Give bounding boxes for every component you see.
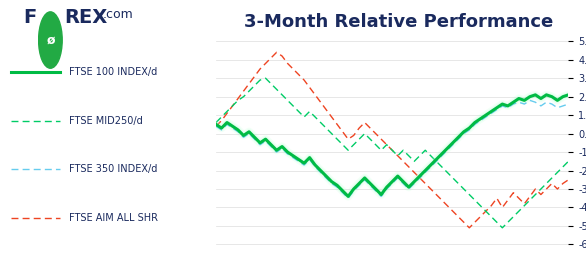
Text: F: F [23, 8, 37, 27]
Text: FTSE AIM ALL SHR: FTSE AIM ALL SHR [69, 213, 158, 223]
Text: ø: ø [46, 34, 54, 46]
Text: .com: .com [103, 8, 133, 21]
Text: FTSE 100 INDEX/d: FTSE 100 INDEX/d [69, 67, 158, 77]
Text: 3-Month Relative Performance: 3-Month Relative Performance [244, 13, 553, 31]
Text: FTSE 350 INDEX/d: FTSE 350 INDEX/d [69, 164, 158, 174]
Text: REX: REX [64, 8, 107, 27]
Circle shape [39, 12, 62, 68]
Text: FTSE MID250/d: FTSE MID250/d [69, 116, 143, 126]
